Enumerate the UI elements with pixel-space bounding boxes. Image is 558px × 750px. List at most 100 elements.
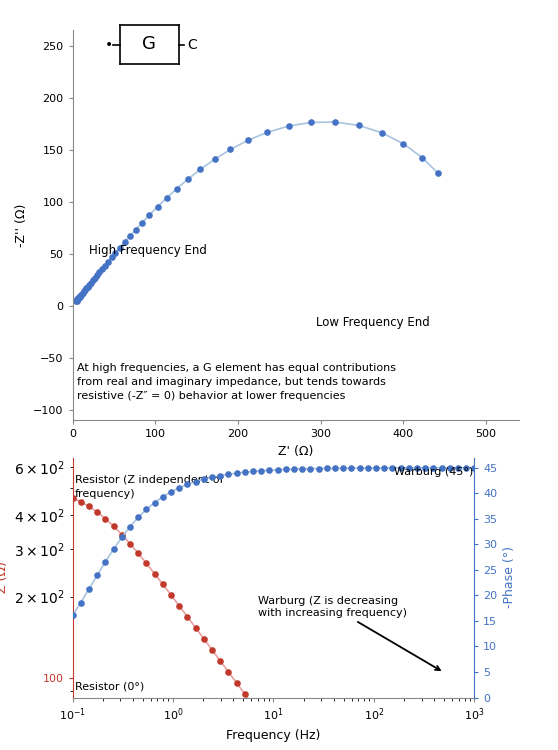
Point bbox=[284, 120, 293, 132]
Point bbox=[323, 463, 331, 475]
Point bbox=[150, 568, 159, 580]
Point bbox=[145, 209, 154, 221]
Point bbox=[126, 538, 134, 550]
Point bbox=[131, 224, 140, 236]
Point bbox=[265, 722, 274, 734]
Point bbox=[273, 732, 282, 744]
Point bbox=[330, 116, 339, 128]
Point bbox=[76, 496, 85, 508]
Text: •: • bbox=[105, 38, 113, 52]
Text: Resistor (Z independent of
frequency): Resistor (Z independent of frequency) bbox=[75, 475, 223, 499]
Point bbox=[101, 556, 110, 568]
Point bbox=[90, 272, 99, 284]
Point bbox=[248, 466, 257, 478]
Point bbox=[107, 251, 116, 263]
Point bbox=[158, 490, 167, 502]
Point bbox=[191, 622, 200, 634]
Point bbox=[388, 462, 397, 474]
Point bbox=[257, 465, 266, 477]
Point bbox=[76, 289, 85, 301]
Point bbox=[68, 610, 77, 622]
Point bbox=[68, 492, 77, 504]
Point bbox=[306, 463, 315, 475]
Point bbox=[93, 506, 102, 518]
Point bbox=[183, 610, 192, 622]
Point bbox=[454, 462, 463, 474]
Point bbox=[297, 463, 306, 475]
Text: C: C bbox=[187, 38, 196, 52]
Point bbox=[421, 462, 430, 474]
Point bbox=[116, 242, 124, 254]
Point bbox=[86, 277, 95, 289]
Point bbox=[75, 292, 84, 304]
Point bbox=[470, 462, 479, 474]
Point bbox=[79, 286, 88, 298]
Point bbox=[74, 292, 83, 304]
Point bbox=[142, 503, 151, 515]
Point bbox=[412, 462, 421, 474]
Point bbox=[281, 464, 290, 476]
Point bbox=[82, 282, 91, 294]
Text: Warburg (Z is decreasing
with increasing frequency): Warburg (Z is decreasing with increasing… bbox=[258, 596, 440, 670]
Point bbox=[199, 473, 208, 485]
Point bbox=[74, 292, 83, 304]
Point bbox=[372, 462, 381, 474]
Point bbox=[153, 201, 162, 213]
Point bbox=[162, 192, 171, 204]
Point bbox=[208, 644, 217, 656]
Point bbox=[379, 462, 388, 474]
Point bbox=[111, 247, 120, 259]
Text: At high frequencies, a G element has equal contributions
from real and imaginary: At high frequencies, a G element has equ… bbox=[76, 363, 396, 401]
Point bbox=[126, 520, 134, 532]
Point bbox=[138, 217, 147, 229]
Point bbox=[166, 589, 175, 601]
Point bbox=[396, 462, 405, 474]
Point bbox=[445, 462, 454, 474]
Point bbox=[85, 279, 94, 291]
Point bbox=[355, 462, 364, 474]
Point bbox=[72, 295, 81, 307]
Point bbox=[78, 288, 86, 300]
Point bbox=[95, 266, 104, 278]
Point bbox=[263, 126, 272, 138]
Point bbox=[117, 529, 126, 541]
Point bbox=[226, 143, 235, 155]
Point bbox=[232, 676, 241, 688]
Point bbox=[347, 462, 356, 474]
Y-axis label: Z (Ω): Z (Ω) bbox=[0, 562, 8, 593]
Point bbox=[399, 138, 408, 150]
Point bbox=[281, 743, 290, 750]
Point bbox=[134, 512, 143, 524]
Point bbox=[100, 260, 109, 272]
Text: Low Frequency End: Low Frequency End bbox=[316, 316, 430, 329]
Y-axis label: -Z'' (Ω): -Z'' (Ω) bbox=[15, 203, 27, 247]
Point bbox=[72, 295, 81, 307]
Y-axis label: -Phase (°): -Phase (°) bbox=[503, 547, 516, 608]
Point bbox=[73, 294, 81, 306]
Point bbox=[84, 500, 93, 512]
Point bbox=[97, 263, 106, 275]
Point bbox=[175, 600, 184, 612]
Point bbox=[248, 699, 257, 711]
Point bbox=[88, 274, 97, 286]
Point bbox=[461, 462, 470, 474]
Point bbox=[290, 464, 299, 476]
Point bbox=[117, 531, 126, 543]
Point bbox=[208, 471, 217, 483]
Point bbox=[265, 464, 274, 476]
Text: High Frequency End: High Frequency End bbox=[89, 244, 207, 256]
Point bbox=[166, 486, 175, 498]
Point bbox=[80, 284, 89, 296]
Point bbox=[257, 710, 266, 722]
Point bbox=[418, 152, 427, 164]
Point bbox=[232, 467, 241, 479]
Point bbox=[354, 119, 363, 131]
Point bbox=[429, 462, 438, 474]
Text: G: G bbox=[142, 35, 156, 53]
Point bbox=[83, 280, 92, 292]
Point bbox=[215, 470, 224, 482]
Point bbox=[84, 583, 93, 595]
Point bbox=[134, 548, 143, 560]
Point bbox=[158, 578, 167, 590]
Point bbox=[437, 462, 446, 474]
